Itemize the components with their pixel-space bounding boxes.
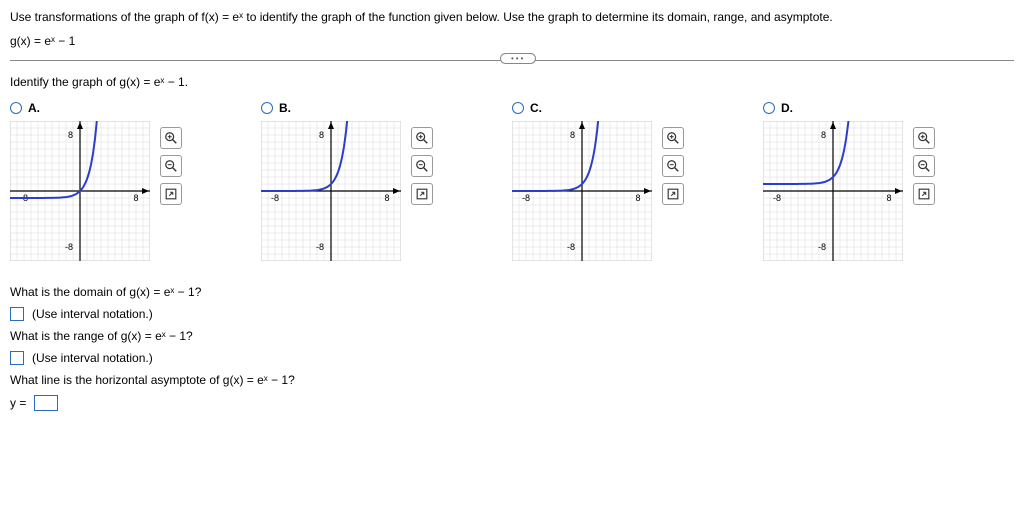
domain-answer-box[interactable] — [10, 307, 24, 321]
asymptote-prefix: y = — [10, 396, 26, 410]
svg-text:8: 8 — [635, 193, 640, 203]
option-d: D. -8 -8 8 8 — [763, 101, 1014, 261]
svg-text:8: 8 — [319, 130, 324, 140]
radio-d[interactable] — [763, 102, 775, 114]
zoom-out-icon[interactable] — [913, 155, 935, 177]
graph-c: -8 -8 8 8 — [512, 121, 652, 261]
tools-d — [913, 127, 935, 205]
option-label-c: C. — [530, 101, 542, 115]
asymptote-answer-box[interactable] — [34, 395, 58, 411]
option-label-b: B. — [279, 101, 291, 115]
option-label-a: A. — [28, 101, 40, 115]
divider: ••• — [10, 60, 1014, 61]
radio-c[interactable] — [512, 102, 524, 114]
svg-text:8: 8 — [384, 193, 389, 203]
svg-text:-8: -8 — [818, 242, 826, 252]
asymptote-question: What line is the horizontal asymptote of… — [10, 373, 1014, 387]
follow-up-questions: What is the domain of g(x) = eˣ − 1? (Us… — [10, 285, 1014, 411]
tools-c — [662, 127, 684, 205]
expand-icon[interactable] — [913, 183, 935, 205]
range-hint: (Use interval notation.) — [32, 351, 153, 365]
function-definition: g(x) = eˣ − 1 — [10, 32, 1014, 50]
svg-text:-8: -8 — [271, 193, 279, 203]
expand-icon[interactable] — [160, 183, 182, 205]
radio-a[interactable] — [10, 102, 22, 114]
range-question: What is the range of g(x) = eˣ − 1? — [10, 329, 1014, 343]
radio-b[interactable] — [261, 102, 273, 114]
svg-text:-8: -8 — [773, 193, 781, 203]
svg-text:-8: -8 — [65, 242, 73, 252]
expand-icon[interactable] — [411, 183, 433, 205]
problem-statement: Use transformations of the graph of f(x)… — [10, 8, 1014, 26]
zoom-out-icon[interactable] — [662, 155, 684, 177]
svg-text:-8: -8 — [567, 242, 575, 252]
graph-d: -8 -8 8 8 — [763, 121, 903, 261]
svg-text:8: 8 — [886, 193, 891, 203]
option-label-d: D. — [781, 101, 793, 115]
range-answer-box[interactable] — [10, 351, 24, 365]
zoom-in-icon[interactable] — [913, 127, 935, 149]
domain-hint: (Use interval notation.) — [32, 307, 153, 321]
svg-text:8: 8 — [133, 193, 138, 203]
graph-a: -8-888 — [10, 121, 150, 261]
svg-text:8: 8 — [570, 130, 575, 140]
tools-b — [411, 127, 433, 205]
tools-a — [160, 127, 182, 205]
svg-text:-8: -8 — [316, 242, 324, 252]
identify-prompt: Identify the graph of g(x) = eˣ − 1. — [10, 75, 1014, 89]
zoom-in-icon[interactable] — [411, 127, 433, 149]
option-b: B. -8 -8 8 8 — [261, 101, 512, 261]
option-a: A. -8-888 — [10, 101, 261, 261]
zoom-out-icon[interactable] — [160, 155, 182, 177]
zoom-out-icon[interactable] — [411, 155, 433, 177]
options-row: A. -8 -8 8 8 B. -8 -8 8 8 C. -8 -8 8 8 D. — [10, 101, 1014, 261]
svg-text:8: 8 — [68, 130, 73, 140]
ellipsis-badge[interactable]: ••• — [500, 53, 536, 64]
graph-b: -8 -8 8 8 — [261, 121, 401, 261]
expand-icon[interactable] — [662, 183, 684, 205]
zoom-in-icon[interactable] — [160, 127, 182, 149]
svg-text:-8: -8 — [522, 193, 530, 203]
option-c: C. -8 -8 8 8 — [512, 101, 763, 261]
domain-question: What is the domain of g(x) = eˣ − 1? — [10, 285, 1014, 299]
svg-text:8: 8 — [821, 130, 826, 140]
zoom-in-icon[interactable] — [662, 127, 684, 149]
